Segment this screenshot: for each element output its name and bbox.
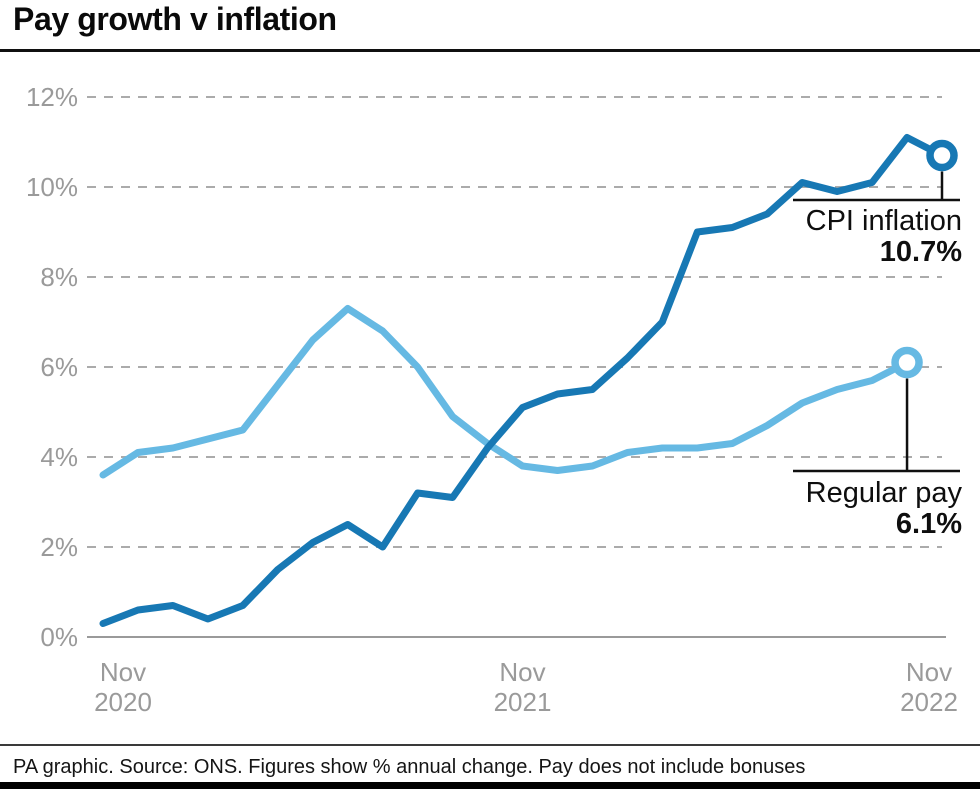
title-rule	[0, 49, 980, 52]
y-tick-label: 6%	[40, 352, 78, 382]
footer-rule	[0, 744, 980, 746]
pay-line	[99, 305, 911, 479]
y-tick-label: 0%	[40, 622, 78, 652]
y-tick-label: 2%	[40, 532, 78, 562]
pay-endpoint-marker	[891, 346, 923, 379]
footer-note: PA graphic. Source: ONS. Figures show % …	[13, 756, 806, 778]
y-tick-label: 4%	[40, 442, 78, 472]
y-tick-label: 10%	[26, 172, 78, 202]
x-tick-label: Nov	[499, 657, 545, 687]
cpi-line	[99, 134, 946, 627]
pay-annotation-value: 6.1%	[895, 508, 962, 540]
pay-annotation: Regular pay 6.1%	[806, 477, 962, 540]
x-tick-label: 2020	[94, 687, 152, 717]
pay-annotation-label: Regular pay	[805, 477, 962, 509]
x-tick-label: Nov	[100, 657, 146, 687]
bottom-bar	[0, 782, 980, 789]
x-tick-label: Nov	[906, 657, 952, 687]
y-tick-label: 12%	[26, 82, 78, 112]
x-tick-label: 2022	[900, 687, 958, 717]
x-tick-label: 2021	[494, 687, 552, 717]
y-tick-label: 8%	[40, 262, 78, 292]
cpi-annotation-value: 10.7%	[879, 236, 962, 268]
cpi-endpoint-marker	[926, 139, 958, 172]
cpi-annotation-label: CPI inflation	[805, 205, 962, 237]
cpi-annotation: CPI inflation 10.7%	[806, 205, 962, 268]
page-title: Pay growth v inflation	[13, 1, 337, 37]
